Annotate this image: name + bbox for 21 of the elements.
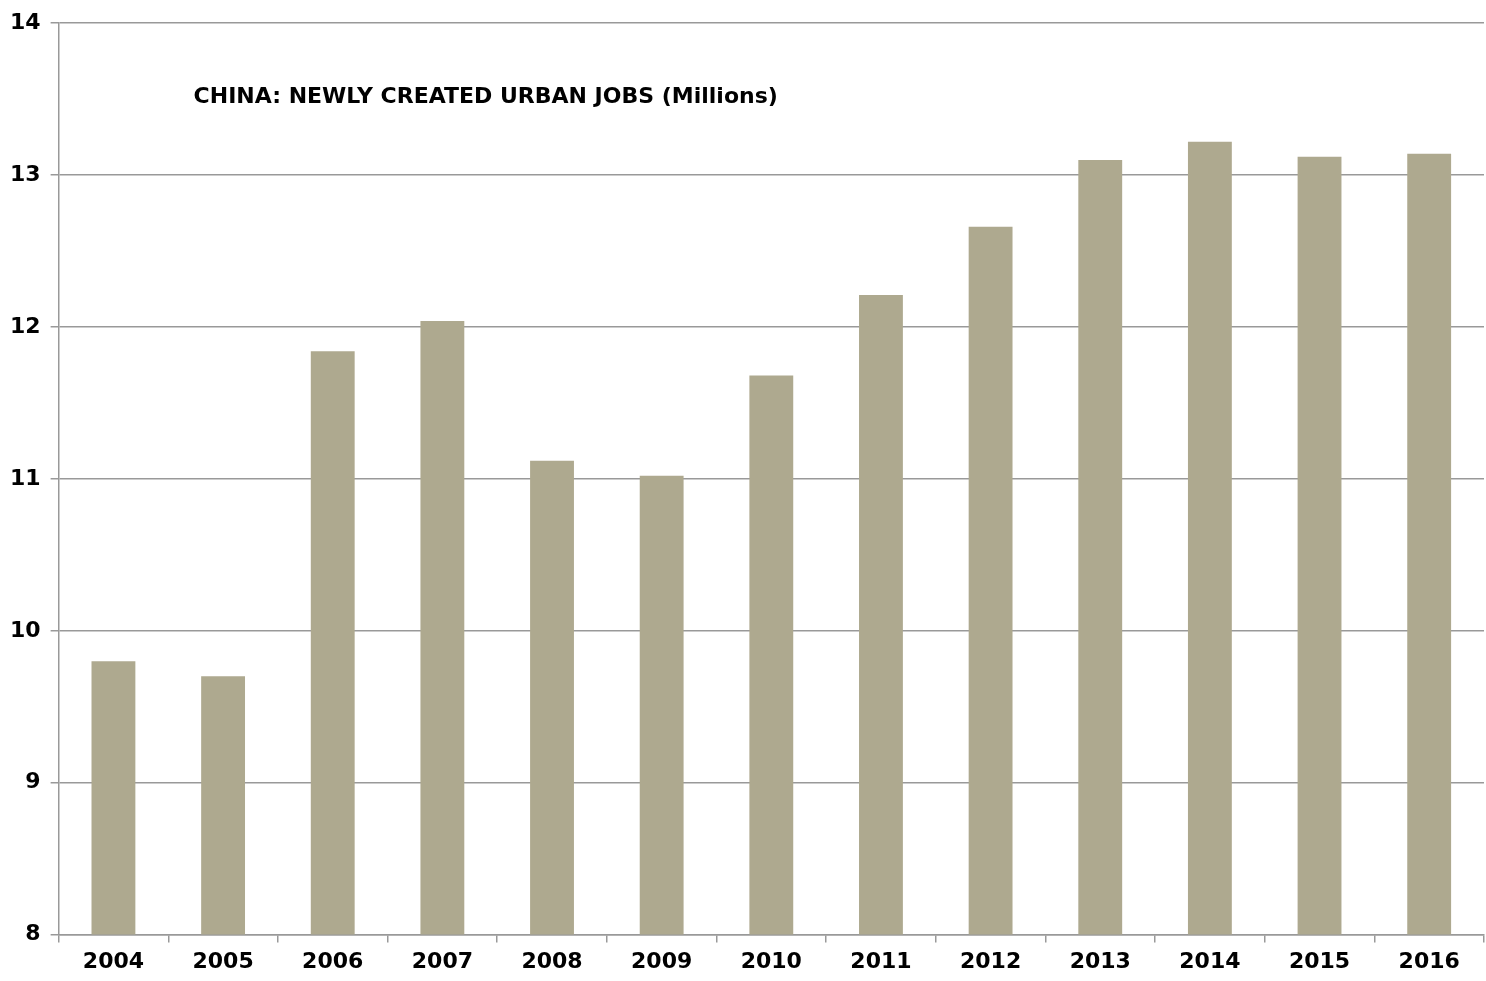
x-tick-label: 2005 [192, 947, 254, 973]
y-tick-label: 14 [9, 8, 41, 34]
x-tick-label: 2013 [1069, 947, 1131, 973]
text: CHINA: NEWLY CREATED URBAN JOBS (Millions) [193, 82, 778, 108]
x-tick-label: 2007 [411, 947, 473, 973]
y-tick-label: 8 [25, 920, 41, 946]
y-tick-label: 12 [9, 312, 41, 338]
y-tick-label: 10 [9, 616, 41, 642]
x-tick-label: 2012 [959, 947, 1022, 973]
x-tick-label: 2009 [631, 947, 693, 973]
x-tick-label: 2015 [1288, 947, 1351, 973]
x-tick-label: 2004 [82, 947, 145, 973]
x-tick-label: 2011 [850, 947, 912, 973]
x-tick-label: 2010 [740, 947, 802, 973]
y-tick-label: 9 [25, 768, 41, 794]
y-tick-label: 11 [9, 464, 41, 490]
y-tick-label: 13 [9, 160, 41, 186]
x-tick-label: 2008 [521, 947, 583, 973]
x-tick-label: 2014 [1179, 947, 1241, 973]
x-tick-label: 2006 [302, 947, 364, 973]
x-tick-label: 2016 [1398, 947, 1460, 973]
